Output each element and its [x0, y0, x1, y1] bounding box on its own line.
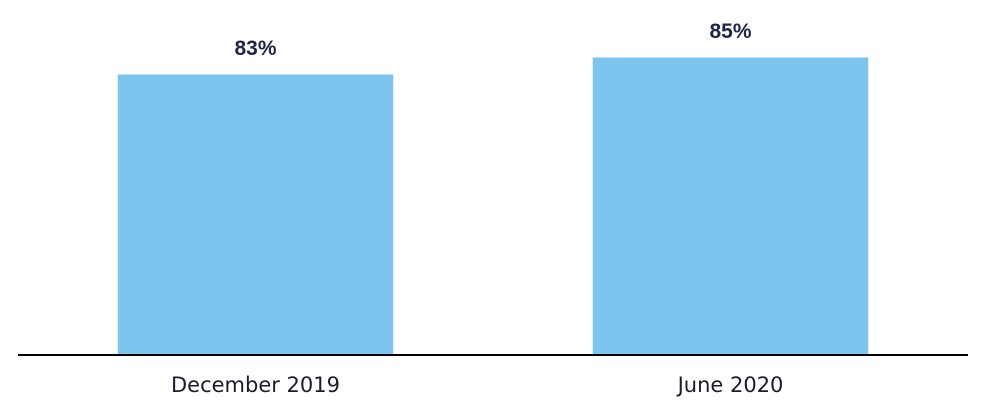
bar: [117, 74, 394, 355]
value-label: 83%: [234, 37, 276, 60]
x-tick-label: December 2019: [171, 373, 340, 397]
value-label: 85%: [709, 20, 751, 43]
bar: [592, 57, 869, 355]
x-tick-label: June 2020: [676, 373, 784, 397]
